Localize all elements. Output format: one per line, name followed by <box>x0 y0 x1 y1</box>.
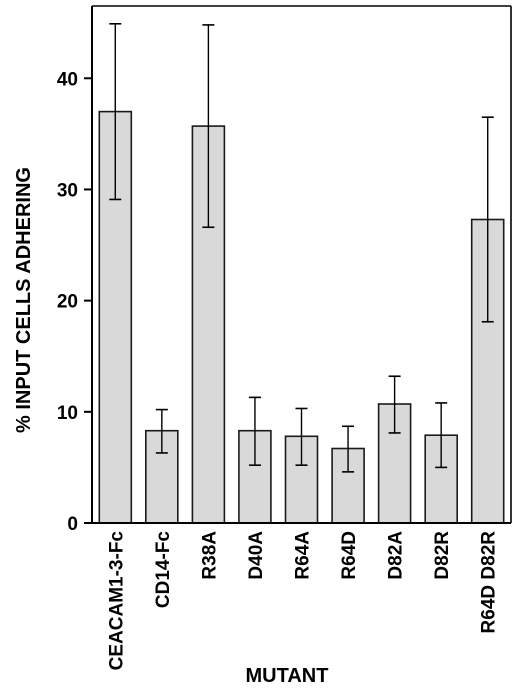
x-tick-label: CEACAM1-3-Fc <box>106 531 127 671</box>
x-tick-label: R64D <box>339 531 360 580</box>
x-tick-label: R64A <box>293 531 314 580</box>
bar <box>238 429 272 524</box>
x-tick-label: R38A <box>199 531 220 580</box>
y-tick-label: 0 <box>67 514 78 535</box>
y-tick-label: 40 <box>57 69 78 90</box>
x-tick-label: D82R <box>432 531 453 580</box>
y-tick-label: 20 <box>57 292 78 313</box>
y-axis-title: % INPUT CELLS ADHERING <box>13 167 35 433</box>
x-tick-label: D82A <box>386 531 407 580</box>
x-tick-label: CD14-Fc <box>153 531 174 609</box>
labels-layer: CEACAM1-3-Fc CD14-Fc R38A D40A R64A R64D D82A D… <box>57 69 500 670</box>
x-tick-label: R64D D82R <box>479 531 500 634</box>
x-tick-label: D40A <box>246 531 267 580</box>
x-axis-title: MUTANT <box>246 665 329 687</box>
error-bars-layer <box>109 22 494 473</box>
axes-layer <box>84 5 512 524</box>
y-tick-label: 10 <box>57 403 78 424</box>
y-tick-label: 30 <box>57 180 78 201</box>
